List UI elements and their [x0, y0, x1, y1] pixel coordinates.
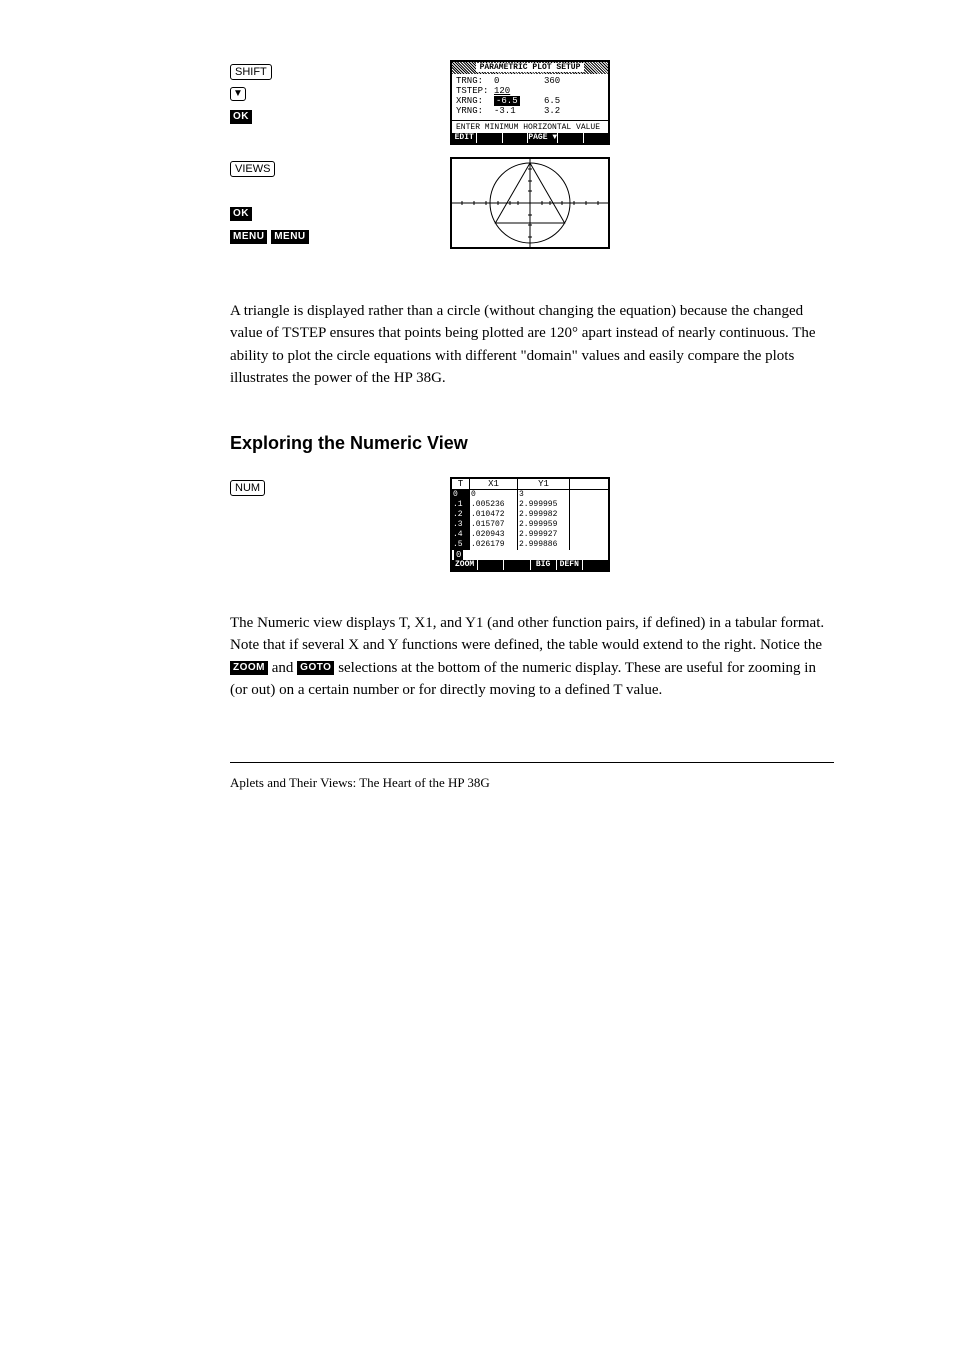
- table-row: .4.0209432.999927: [452, 530, 608, 540]
- yrng-max: 3.2: [544, 106, 560, 116]
- numeric-para-mid: and: [272, 660, 297, 676]
- setup-help: ENTER MINIMUM HORIZONTAL VALUE: [452, 120, 608, 133]
- plot-triangle-screen: [450, 157, 610, 249]
- yrng-min: -3.1: [494, 106, 544, 116]
- views-key[interactable]: VIEWS: [230, 161, 275, 177]
- num-status: 0: [454, 550, 463, 560]
- step-5-row: SHIFT ▼ OK VIEWS OK MENU MENU PARAMETRIC…: [230, 60, 834, 260]
- triangle-explanation: A triangle is displayed rather than a ci…: [230, 300, 834, 390]
- num-menu-zoom[interactable]: ZOOM: [452, 560, 478, 570]
- xrng-min[interactable]: -6.5: [494, 96, 520, 106]
- zoom-label: ZOOM: [230, 661, 268, 675]
- plot-setup-screen: PARAMETRIC PLOT SETUP TRNG: 0 360 TSTEP:…: [450, 60, 610, 145]
- yrng-label: YRNG:: [456, 106, 494, 116]
- menu-blank-3[interactable]: [558, 133, 583, 143]
- num-h-blank: [570, 479, 608, 489]
- menu-blank-2[interactable]: [503, 133, 528, 143]
- menu-edit[interactable]: EDIT: [452, 133, 477, 143]
- trng-max: 360: [544, 76, 560, 86]
- numeric-para-start: The Numeric view displays T, X1, and Y1 …: [230, 615, 824, 654]
- menu-blank-1[interactable]: [477, 133, 502, 143]
- numeric-view-screen: T X1 Y1 003.1.0052362.999995.2.0104722.9…: [450, 477, 610, 572]
- footer-rule: [230, 762, 834, 763]
- num-h-t: T: [452, 479, 470, 489]
- xrng-label: XRNG:: [456, 96, 494, 106]
- menu-page[interactable]: PAGE ▼: [528, 133, 558, 143]
- num-menu-defn[interactable]: DEFN: [557, 560, 583, 570]
- table-row: .2.0104722.999982: [452, 510, 608, 520]
- num-menu-b3[interactable]: [583, 560, 608, 570]
- step-5-keys: SHIFT ▼ OK: [230, 60, 410, 128]
- ok-softkey-2[interactable]: OK: [230, 207, 252, 221]
- num-key[interactable]: NUM: [230, 480, 265, 496]
- menu-softkey-1[interactable]: MENU: [230, 230, 267, 244]
- numeric-heading: Exploring the Numeric View: [230, 430, 834, 457]
- down-arrow-key[interactable]: ▼: [230, 87, 246, 101]
- num-menu-b1[interactable]: [478, 560, 504, 570]
- setup-title: PARAMETRIC PLOT SETUP: [476, 63, 585, 72]
- num-menu: ZOOM BIG DEFN: [452, 560, 608, 570]
- menu-blank-4[interactable]: [584, 133, 608, 143]
- xrng-max: 6.5: [544, 96, 560, 106]
- step-6-keys: VIEWS OK MENU MENU: [230, 158, 410, 248]
- num-menu-big[interactable]: BIG: [531, 560, 557, 570]
- ok-softkey[interactable]: OK: [230, 110, 252, 124]
- tstep-label: TSTEP:: [456, 86, 494, 96]
- step-7-row: NUM T X1 Y1 003.1.0052362.999995.2.01047…: [230, 477, 834, 572]
- goto-label: GOTO: [297, 661, 334, 675]
- page-footer: Aplets and Their Views: The Heart of the…: [0, 773, 954, 793]
- num-h-x1: X1: [470, 479, 518, 489]
- num-menu-b2[interactable]: [504, 560, 530, 570]
- shift-key[interactable]: SHIFT: [230, 64, 272, 80]
- table-row: 003: [452, 490, 608, 500]
- numeric-explanation: The Numeric view displays T, X1, and Y1 …: [230, 612, 834, 702]
- table-row: .1.0052362.999995: [452, 500, 608, 510]
- trng-label: TRNG:: [456, 76, 494, 86]
- tstep-value: 120: [494, 86, 510, 96]
- num-h-y1: Y1: [518, 479, 570, 489]
- menu-softkey-2[interactable]: MENU: [271, 230, 308, 244]
- setup-menu: EDIT PAGE ▼: [452, 133, 608, 143]
- trng-min: 0: [494, 76, 544, 86]
- table-row: .5.0261792.999886: [452, 540, 608, 550]
- table-row: .3.0157072.999959: [452, 520, 608, 530]
